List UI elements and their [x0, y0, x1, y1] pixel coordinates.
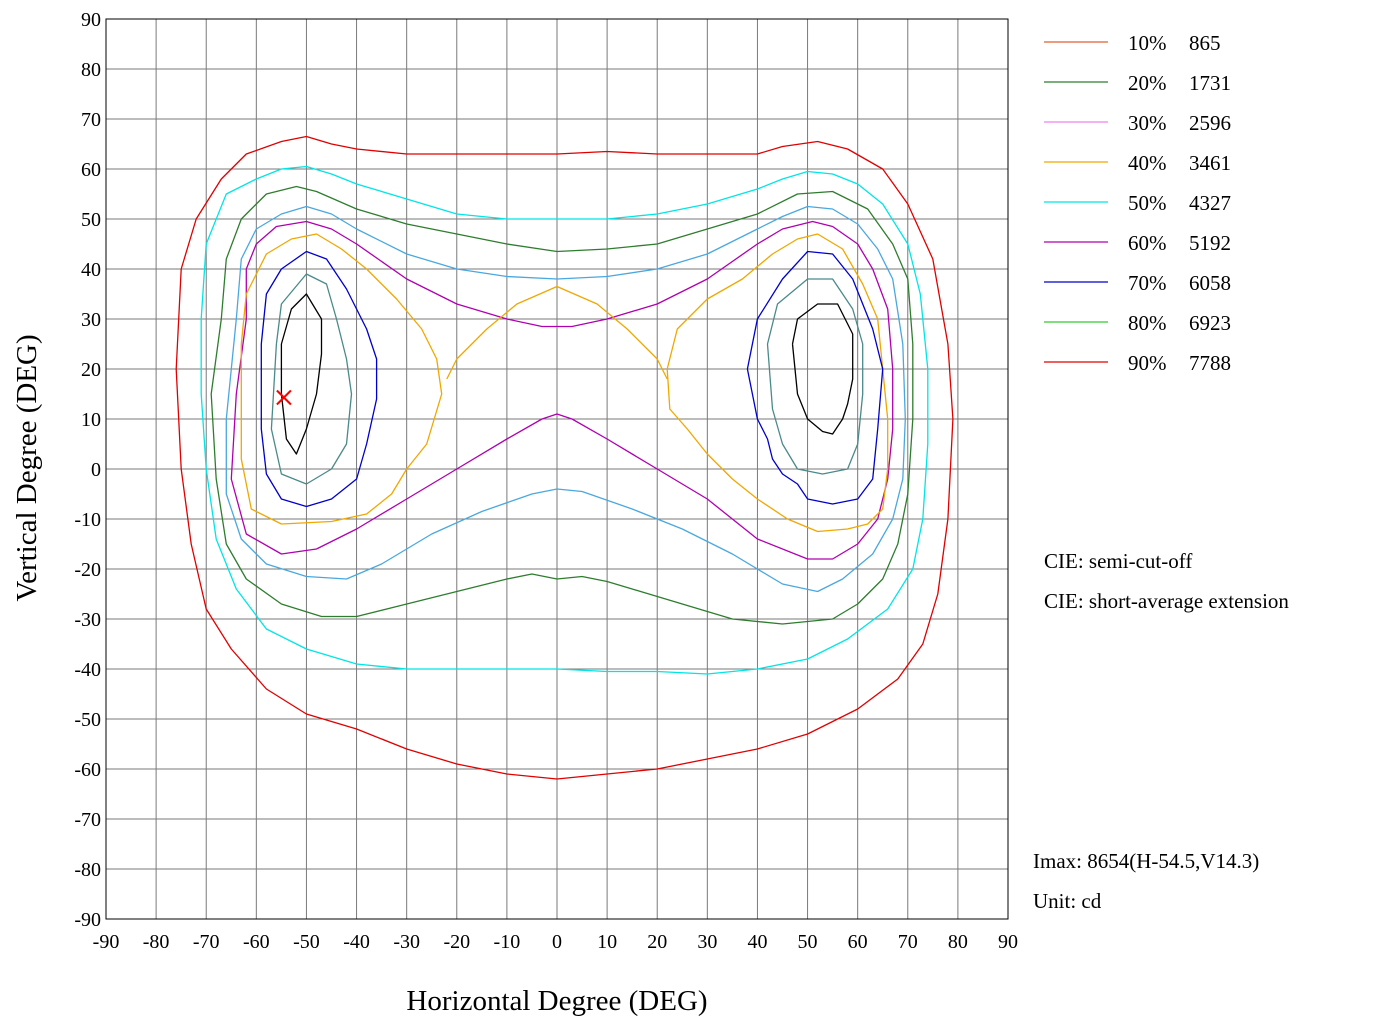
legend-item-0: 10% 865 — [1044, 31, 1221, 55]
y-tick-label-4: 50 — [81, 209, 101, 231]
max-intensity-marker — [276, 389, 292, 406]
legend-percent-0: 10% — [1128, 31, 1167, 55]
legend-item-8: 90% 7788 — [1044, 351, 1231, 375]
legend-percent-5: 60% — [1128, 231, 1167, 255]
legend-value-1: 1731 — [1189, 71, 1231, 95]
y-tick-label-8: 10 — [81, 409, 101, 431]
x-tick-label-9: 0 — [552, 931, 562, 953]
legend-item-7: 80% 6923 — [1044, 311, 1231, 335]
legend-item-3: 40% 3461 — [1044, 151, 1231, 175]
max-marker-layer — [276, 389, 292, 406]
contour-line-2 — [210, 185, 914, 625]
contour-line-0 — [175, 135, 954, 780]
x-tick-label-2: -70 — [193, 931, 220, 953]
legend-percent-4: 50% — [1128, 191, 1167, 215]
contour-line-10 — [270, 273, 353, 485]
contour-line-8 — [260, 250, 378, 508]
x-tick-label-4: -50 — [293, 931, 320, 953]
tick-labels: -90 -80 -70 -60 -50 -40 -30 -20 -10 0 10 20 30 40 50 60… — [74, 9, 1018, 953]
y-tick-label-13: -40 — [74, 659, 101, 681]
x-axis-title: Horizontal Degree (DEG) — [406, 985, 707, 1017]
unit-label: Unit: cd — [1033, 889, 1102, 913]
x-tick-label-13: 40 — [747, 931, 767, 953]
y-tick-label-2: 70 — [81, 109, 101, 131]
y-tick-label-18: -90 — [74, 909, 101, 931]
grid-lines — [105, 18, 1009, 920]
contour-line-12 — [280, 293, 323, 455]
y-tick-label-9: 0 — [91, 459, 101, 481]
cie-line-0: CIE: semi-cut-off — [1044, 549, 1192, 573]
y-tick-label-15: -60 — [74, 759, 101, 781]
y-tick-label-10: -10 — [74, 509, 101, 531]
x-tick-label-3: -60 — [243, 931, 270, 953]
y-tick-label-5: 40 — [81, 259, 101, 281]
legend-item-4: 50% 4327 — [1044, 191, 1231, 215]
legend-value-5: 5192 — [1189, 231, 1231, 255]
legend-percent-7: 80% — [1128, 311, 1167, 335]
contour-line-4 — [230, 220, 894, 560]
legend: 10% 865 20% 1731 30% 2596 40% 3461 50% 4327 60% 519… — [1044, 31, 1231, 375]
contour-layer — [175, 135, 954, 780]
x-tick-label-12: 30 — [697, 931, 717, 953]
y-tick-label-17: -80 — [74, 859, 101, 881]
x-tick-label-5: -40 — [343, 931, 370, 953]
y-tick-label-6: 30 — [81, 309, 101, 331]
y-tick-label-3: 60 — [81, 159, 101, 181]
x-tick-label-8: -10 — [494, 931, 521, 953]
x-tick-label-10: 10 — [597, 931, 617, 953]
x-tick-label-1: -80 — [143, 931, 170, 953]
legend-item-1: 20% 1731 — [1044, 71, 1231, 95]
legend-percent-1: 20% — [1128, 71, 1167, 95]
legend-value-6: 6058 — [1189, 271, 1231, 295]
y-tick-label-0: 90 — [81, 9, 101, 31]
x-tick-label-0: -90 — [93, 931, 120, 953]
x-tick-label-17: 80 — [948, 931, 968, 953]
plot-frame — [105, 18, 1009, 920]
legend-percent-2: 30% — [1128, 111, 1167, 135]
legend-value-7: 6923 — [1189, 311, 1231, 335]
x-tick-label-18: 90 — [998, 931, 1018, 953]
legend-percent-6: 70% — [1128, 271, 1167, 295]
contour-line-6 — [446, 285, 668, 380]
x-tick-label-15: 60 — [848, 931, 868, 953]
x-tick-label-7: -20 — [443, 931, 470, 953]
imax-label: Imax: 8654(H-54.5,V14.3) — [1033, 849, 1259, 873]
y-axis-title: Vertical Degree (DEG) — [11, 334, 43, 601]
y-tick-label-7: 20 — [81, 359, 101, 381]
contour-line-7 — [666, 233, 889, 533]
x-tick-label-11: 20 — [647, 931, 667, 953]
legend-percent-3: 40% — [1128, 151, 1167, 175]
cie-line-1: CIE: short-average extension — [1044, 589, 1289, 613]
contour-line-11 — [766, 278, 864, 475]
legend-item-5: 60% 5192 — [1044, 231, 1231, 255]
contour-line-9 — [746, 250, 884, 505]
y-tick-label-11: -20 — [74, 559, 101, 581]
legend-item-6: 70% 6058 — [1044, 271, 1231, 295]
legend-value-2: 2596 — [1189, 111, 1231, 135]
legend-value-4: 4327 — [1189, 191, 1231, 215]
legend-percent-8: 90% — [1128, 351, 1167, 375]
x-tick-label-14: 50 — [798, 931, 818, 953]
info-panel: CIE: semi-cut-off CIE: short-average exte… — [1033, 549, 1289, 913]
x-tick-label-6: -30 — [393, 931, 420, 953]
legend-value-3: 3461 — [1189, 151, 1231, 175]
x-tick-label-16: 70 — [898, 931, 918, 953]
legend-value-8: 7788 — [1189, 351, 1231, 375]
y-tick-label-16: -70 — [74, 809, 101, 831]
y-tick-label-1: 80 — [81, 59, 101, 81]
contour-line-13 — [791, 303, 854, 435]
legend-item-2: 30% 2596 — [1044, 111, 1231, 135]
legend-value-0: 865 — [1189, 31, 1221, 55]
contour-line-1 — [200, 165, 929, 675]
contour-line-5 — [240, 233, 443, 525]
y-tick-label-12: -30 — [74, 609, 101, 631]
contour-line-3 — [225, 205, 906, 593]
y-tick-label-14: -50 — [74, 709, 101, 731]
